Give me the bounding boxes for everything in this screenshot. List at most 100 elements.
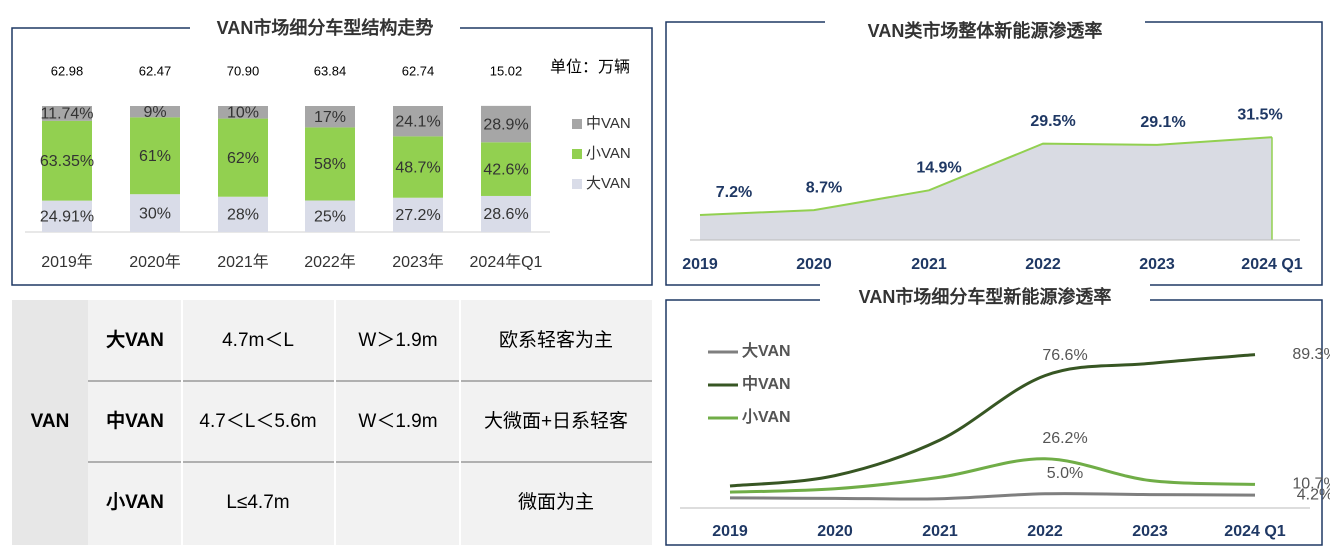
value-label: 8.7% [806,179,842,196]
x-tick-label: 2021年 [217,253,269,271]
table-cell: 大微面+日系轻客 [484,410,628,432]
chart-title: VAN市场细分车型新能源渗透率 [859,286,1112,307]
group-label: VAN [31,411,70,432]
value-label: 25% [314,208,346,225]
value-label: 27.2% [395,207,440,224]
table-cell: W＞1.9m [358,330,437,351]
x-tick-label: 2019 [712,523,748,540]
row-header: 大VAN [106,328,164,351]
x-tick-label: 2019 [682,256,718,273]
bar-segment [42,120,92,201]
bar-segment [481,105,531,143]
x-tick-label: 2024 Q1 [1241,256,1302,273]
value-label: 29.1% [1140,114,1185,131]
x-tick-label: 2019年 [41,253,93,271]
bar-segment [393,136,443,198]
x-tick-label: 2024 Q1 [1224,523,1285,540]
bar-segment [218,106,268,119]
legend-label: 中VAN [586,115,631,132]
bar-segment [481,142,531,196]
bar-segment [42,106,92,121]
total-label: 62.98 [51,63,84,78]
value-label: 26.2% [1042,430,1087,447]
value-label: 89.3% [1292,346,1330,363]
legend-label: 中VAN [742,374,791,393]
value-label: 30% [139,205,171,222]
bar-segment [218,196,268,232]
x-tick-label: 2022年 [304,253,356,271]
value-label: 63.35% [40,153,94,170]
bar-segment [130,117,180,195]
table-cell: 微面为主 [518,491,594,513]
value-label: 61% [139,148,171,165]
group-cell [12,300,88,545]
table-bg [12,300,652,545]
total-label: 70.90 [227,63,260,78]
x-tick-label: 2020 [796,256,832,273]
value-label: 76.6% [1042,347,1087,364]
value-label: 42.6% [483,161,528,178]
title-bg [820,284,1150,314]
value-label: 62% [227,150,259,167]
value-label: 48.7% [395,159,440,176]
chart-title: VAN市场细分车型结构走势 [217,17,434,38]
bar-segment [42,200,92,232]
bar-segment [481,195,531,232]
legend-label: 小VAN [742,408,791,426]
value-label: 10.7% [1292,476,1330,493]
row-header: 小VAN [106,491,164,513]
legend-label: 大VAN [586,175,631,192]
x-tick-label: 2024年Q1 [470,253,543,271]
bar-segment [130,106,180,118]
value-label: 24.1% [395,113,440,130]
value-label: 14.9% [916,160,961,177]
area [700,137,1272,240]
legend-label: 小VAN [586,145,631,162]
total-label: 62.47 [139,63,172,78]
chart-title: VAN类市场整体新能源渗透率 [868,20,1103,41]
value-label: 28.6% [483,206,528,223]
value-label: 5.0% [1047,465,1083,482]
value-label: 31.5% [1237,106,1282,123]
legend-swatch [572,179,582,189]
legend-label: 大VAN [742,341,791,360]
value-label: 11.74% [40,106,93,123]
value-label: 28.9% [483,116,528,133]
x-tick-label: 2021 [922,523,958,540]
value-label: 9% [143,104,166,121]
row-header: 中VAN [106,409,164,432]
table-cell: 4.7m＜L [222,330,294,351]
x-tick-label: 2023 [1139,256,1175,273]
value-label: 58% [314,156,346,173]
bar-segment [305,106,355,128]
bar-segment [305,127,355,201]
total-label: 15.02 [490,63,523,78]
table-cell: L≤4.7m [226,492,289,513]
line [699,136,1273,216]
bar-segment [393,197,443,232]
bar-segment [130,194,180,232]
title-bg [825,18,1145,48]
x-tick-label: 2022 [1025,256,1061,273]
x-tick-label: 2022 [1027,523,1063,540]
value-label: 28% [227,207,259,224]
total-label: 63.84 [314,63,347,78]
value-label: 17% [314,109,346,126]
value-label: 10% [227,105,259,122]
table-cell: W＜1.9m [358,411,437,432]
total-label: 62.74 [402,63,435,78]
x-tick-label: 2021 [911,256,947,273]
x-tick-label: 2020 [817,523,853,540]
table-cell: 欧系轻客为主 [499,329,613,351]
legend-swatch [572,119,582,129]
line [729,492,1256,501]
value-label: 4.2% [1297,486,1330,503]
x-tick-label: 2023 [1132,523,1168,540]
unit-label: 单位：万辆 [550,58,630,76]
value-label: 7.2% [716,184,752,201]
bar-segment [218,118,268,197]
title-bg [190,16,460,42]
x-tick-label: 2023年 [392,253,444,271]
value-label: 29.5% [1030,113,1075,130]
